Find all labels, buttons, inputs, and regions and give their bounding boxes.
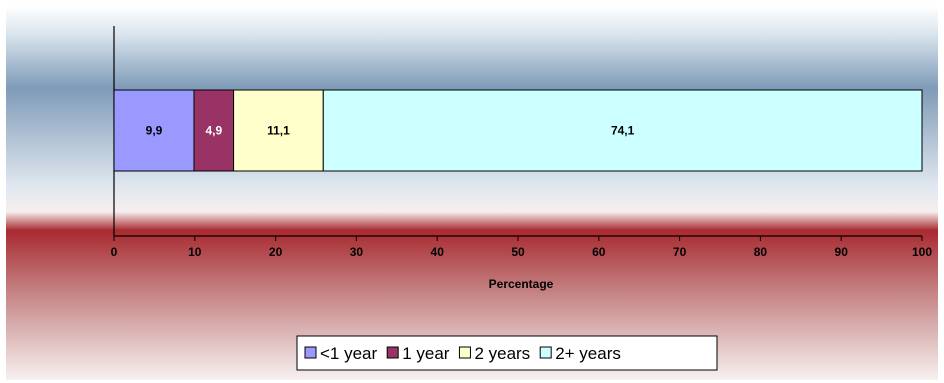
bar-data-label: 74,1 <box>611 124 635 138</box>
x-tick-label: 90 <box>835 245 849 259</box>
x-tick-label: 0 <box>111 245 118 259</box>
x-tick-label: 20 <box>269 245 283 259</box>
legend-entry-label: 2+ years <box>555 344 621 363</box>
bar-segment <box>113 89 195 172</box>
legend-entry-label: 2 years <box>474 344 530 363</box>
legend: <1 year 1 year 2 years 2+ years <box>296 335 718 371</box>
legend-entry-label: 1 year <box>402 344 450 363</box>
x-axis-title: Percentage <box>489 277 554 291</box>
legend-box <box>296 335 718 371</box>
chart-background <box>6 6 938 380</box>
x-tick-label: 50 <box>511 245 525 259</box>
legend-swatch <box>386 346 399 359</box>
x-tick-label: 80 <box>754 245 768 259</box>
legend-swatch <box>458 346 471 359</box>
chart-area: 0 10 20 30 40 50 60 70 80 90 100 9,9 4,9 11,1 74,1 Pe… <box>6 6 938 380</box>
bar-data-label: 4,9 <box>205 124 222 138</box>
bar-data-label: 11,1 <box>267 124 290 138</box>
bar-segment <box>322 89 923 172</box>
legend-swatch <box>304 346 317 359</box>
x-tick-label: 100 <box>912 245 932 259</box>
x-tick-label: 30 <box>350 245 364 259</box>
x-tick-label: 10 <box>188 245 202 259</box>
legend-swatch <box>539 346 552 359</box>
bar-segment <box>193 89 235 172</box>
x-tick-label: 60 <box>592 245 606 259</box>
legend-entry-label: <1 year <box>320 344 378 363</box>
x-tick-label: 40 <box>431 245 445 259</box>
bar-segment <box>233 89 324 172</box>
x-tick-label: 70 <box>673 245 687 259</box>
stacked-bar-chart: 0 10 20 30 40 50 60 70 80 90 100 9,9 4,9 11,1 74,1 Pe… <box>6 6 938 380</box>
bar-data-label: 9,9 <box>146 124 163 138</box>
